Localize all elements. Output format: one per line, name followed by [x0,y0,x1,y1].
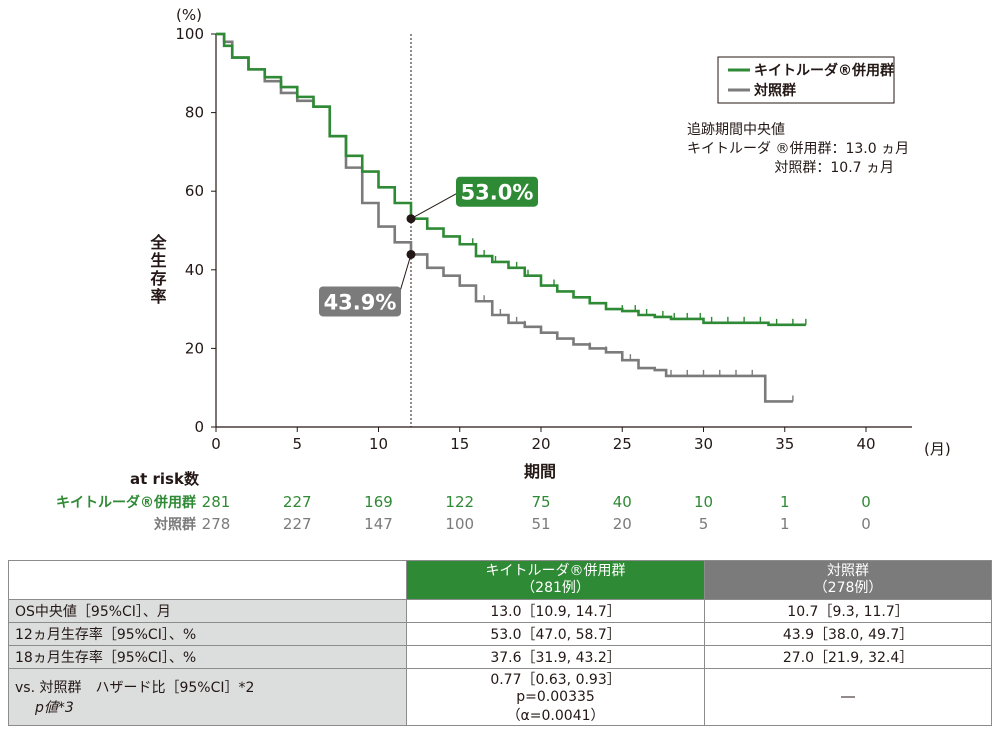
at-risk-keytruda-value: 10 [694,493,713,511]
at-risk-label-keytruda: キイトルーダ®併用群 [56,494,196,511]
at-risk-keytruda-value: 169 [364,493,393,511]
table-row: 12ヵ月生存率［95%CI］、% 53.0［47.0, 58.7］ 43.9［3… [8,622,992,646]
follow-up-info: 追跡期間中央値 キイトルーダ ®併用群：13.0 ヵ月 対照群：10.7 ヵ月 [687,122,909,176]
callout-control-value: 43.9% [324,290,397,314]
axes [215,34,912,428]
series-line-control [216,32,793,403]
legend-box [717,56,895,104]
table-header-control-name: 対照群 [827,563,870,579]
hazard-ratio: 0.77［0.63, 0.93］ [490,672,621,688]
table-row: OS中央値［95%CI］、月 13.0［10.9, 14.7］ 10.7［9.3… [8,599,992,623]
y-tick-label: 40 [185,261,204,279]
row-label: OS中央値［95%CI］、月 [8,599,407,623]
x-axis-unit: (月) [924,440,951,458]
at-risk-keytruda-value: 227 [283,493,312,511]
legend-label-keytruda: キイトルーダ®併用群 [754,62,894,79]
x-axis-label: 期間 [524,462,556,481]
survival-curves [216,32,807,403]
at-risk-control-value: 278 [202,515,231,533]
table-header-keytruda-name: キイトルーダ®併用群 [485,563,626,579]
at-risk-control-value: 147 [364,515,393,533]
at-risk-keytruda-value: 122 [445,493,474,511]
callout-keytruda-value: 53.0% [461,181,534,205]
table-header-keytruda: キイトルーダ®併用群 （281例） [405,560,706,600]
at-risk-control-value: 1 [780,515,790,533]
at-risk-keytruda-value: 0 [861,493,871,511]
x-tick-label: 10 [369,435,388,453]
x-tick-label: 40 [856,435,875,453]
results-table: キイトルーダ®併用群 （281例） 対照群 （278例） OS中央値［95%CI… [8,560,992,726]
table-row: 18ヵ月生存率［95%CI］、% 37.6［31.9, 43.2］ 27.0［2… [8,645,992,669]
y-tick-label: 0 [194,418,204,436]
follow-up-title: 追跡期間中央値 [687,122,785,138]
at-risk-control-value: 20 [613,515,632,533]
at-risk-label-control: 対照群 [153,516,196,533]
at-risk-control-value: 100 [445,515,474,533]
at-risk-title: at risk数 [130,470,200,488]
table-header-blank [8,560,407,600]
at-risk-control-value: 0 [861,515,871,533]
at-risk-keytruda-value: 1 [780,493,790,511]
legend: キイトルーダ®併用群 対照群 [717,56,895,104]
row-control-value: 10.7［9.3, 11.7］ [704,599,992,623]
follow-up-keytruda: キイトルーダ ®併用群：13.0 ヵ月 [687,141,909,157]
landmark-markers [406,214,416,259]
at-risk-keytruda-value: 75 [531,493,550,511]
x-tick-label: 35 [775,435,794,453]
hazard-p-value: p=0.00335 [516,689,595,705]
at-risk-control-value: 51 [531,515,550,533]
row-control-value: 43.9［38.0, 49.7］ [704,622,992,646]
follow-up-control: 対照群：10.7 ヵ月 [774,160,894,176]
callout-control: 43.9% [319,254,412,317]
hazard-keytruda-value: 0.77［0.63, 0.93］ p=0.00335 （α=0.0041） [405,668,706,726]
legend-label-control: 対照群 [753,82,796,99]
table-header-control-n: （278例） [813,580,883,596]
x-tick-label: 0 [211,435,221,453]
at-risk-keytruda-value: 281 [202,493,231,511]
row-keytruda-value: 53.0［47.0, 58.7］ [405,622,706,646]
at-risk-control-value: 5 [699,515,709,533]
x-tick-label: 25 [613,435,632,453]
table-header-control: 対照群 （278例） [704,560,992,600]
table-header-row: キイトルーダ®併用群 （281例） 対照群 （278例） [8,560,992,600]
hazard-control-value: ― [704,668,992,726]
table-header-keytruda-n: （281例） [521,580,590,596]
x-tick-label: 20 [531,435,550,453]
kaplan-meier-chart: (%) (月) 全生存率 期間 0 5 10 15 20 25 30 35 4002040608… [56,6,951,533]
row-control-value: 27.0［21.9, 32.4］ [704,645,992,669]
at-risk-control-value: 227 [283,515,312,533]
y-tick-label: 20 [185,339,204,357]
y-tick-label: 100 [175,25,204,43]
y-tick-label: 80 [185,104,204,122]
hazard-label-line1: vs. 対照群 ハザード比［95%CI］*2 [15,680,255,696]
row-keytruda-value: 13.0［10.9, 14.7］ [405,599,706,623]
y-tick-label: 60 [185,182,204,200]
x-tick-label: 5 [292,435,302,453]
hazard-label: vs. 対照群 ハザード比［95%CI］*2 p値*3 [8,668,407,726]
y-axis-label: 全生存率 [148,233,168,306]
table-row-hazard: vs. 対照群 ハザード比［95%CI］*2 p値*3 0.77［0.63, 0… [8,668,992,726]
x-tick-label: 30 [694,435,713,453]
row-label: 12ヵ月生存率［95%CI］、% [8,622,407,646]
hazard-alpha: （α=0.0041） [506,708,605,724]
row-label: 18ヵ月生存率［95%CI］、% [8,645,407,669]
tick-labels: 0 5 10 15 20 25 30 35 40 0 20 40 60 80 100 [175,25,875,453]
x-tick-label: 15 [450,435,469,453]
y-axis-unit: (%) [176,6,202,24]
hazard-label-line2: p値*3 [35,700,74,716]
row-keytruda-value: 37.6［31.9, 43.2］ [405,645,706,669]
at-risk-keytruda-value: 40 [613,493,632,511]
callout-keytruda: 53.0% [410,176,538,220]
